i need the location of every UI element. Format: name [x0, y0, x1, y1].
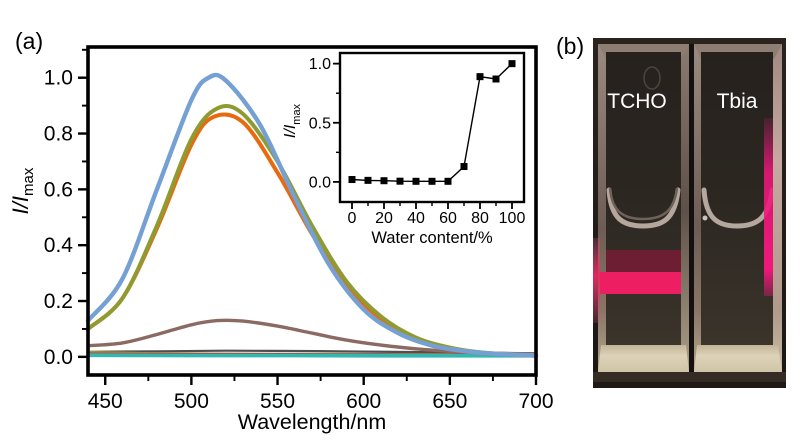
inset-data-point [348, 176, 356, 184]
inset-data-point [412, 177, 420, 185]
inset-data-point [460, 163, 468, 171]
laser-glow-left-edge [593, 238, 600, 323]
main-y-axis-title: I/Imax [8, 167, 37, 214]
glass-smudge [643, 66, 661, 90]
y-tick-label: 0.0 [44, 346, 73, 369]
inset-data-point [364, 176, 372, 184]
x-tick-label: 80 [471, 210, 489, 227]
inset-chart: 0 20 40 60 80 100 0.0 0.5 1.0 Water content/% I/Im… [282, 51, 526, 247]
glass-wall-left [598, 44, 607, 378]
cuvette-label-tcho: TCHO [607, 90, 667, 113]
inset-y-axis-title: I/Imax [282, 103, 303, 138]
glass-wall-right [680, 44, 689, 378]
y-tick-label: 0.2 [44, 290, 73, 313]
x-tick-label: 700 [518, 390, 553, 413]
inset-data-point [428, 177, 436, 185]
x-tick-label: 500 [174, 390, 209, 413]
x-tick-label: 0 [348, 210, 357, 227]
x-tick-label: 100 [499, 210, 526, 227]
curve-curve-blue [85, 72, 539, 358]
cuvette-tbia [694, 44, 782, 378]
y-tick-label: 0.6 [44, 178, 73, 201]
x-tick-label: 40 [407, 210, 425, 227]
laser-edge-band [764, 118, 773, 296]
y-tick-label: 0.4 [44, 234, 74, 257]
panel-a-label: (a) [15, 28, 44, 54]
inset-data-point [476, 73, 484, 81]
x-tick-label: 650 [432, 390, 467, 413]
air-bubble [702, 215, 708, 221]
main-x-axis-title: Wavelength/nm [238, 410, 387, 434]
cuvette-gap [689, 44, 694, 378]
inset-x-axis-title: Water content/% [371, 229, 493, 247]
cuvette-interior [606, 52, 681, 345]
photo-bottom-strip [593, 372, 786, 382]
cuvette-base [694, 345, 782, 372]
inset-data-point [492, 75, 500, 83]
inset-data-point [508, 60, 516, 68]
y-tick-label: 1.0 [44, 67, 73, 90]
cuvette-base [598, 345, 689, 372]
panel-b-label: (b) [556, 33, 585, 59]
glass-wall-left [694, 44, 702, 378]
inset-ticks: 0 20 40 60 80 100 0.0 0.5 1.0 [309, 56, 526, 227]
x-tick-label: 60 [439, 210, 457, 227]
cuvette-tcho [598, 44, 689, 378]
x-tick-label: 20 [375, 210, 393, 227]
curve-water-content-titration [351, 62, 513, 182]
panel-b-cuvette-photo: TCHO Tbia [593, 38, 786, 388]
y-tick-label: 0.0 [309, 174, 331, 191]
x-tick-label: 550 [260, 390, 295, 413]
x-tick-label: 600 [346, 390, 381, 413]
photo-bottom-edge [593, 382, 786, 388]
y-tick-label: 0.5 [309, 115, 331, 132]
laser-beam-band [600, 272, 681, 294]
curve-curve-brown [86, 318, 538, 356]
glass-wall-right [773, 44, 782, 378]
inset-data-point [396, 177, 404, 185]
meniscus-shadow [608, 187, 679, 221]
y-tick-label: 1.0 [309, 56, 331, 73]
dim-red-band [606, 250, 681, 273]
cuvette-interior [701, 52, 773, 345]
main-axes-frame [86, 45, 538, 377]
y-tick-label: 0.8 [44, 123, 73, 146]
x-tick-label: 450 [88, 390, 123, 413]
inset-data-point [444, 177, 452, 185]
main-chart: 450 500 550 600 650 7000.00.20.40.60.81.0Wave… [8, 45, 554, 434]
inset-data-point [380, 177, 388, 185]
curve-flat-teal [86, 353, 538, 358]
meniscus [606, 187, 681, 229]
cuvette-label-tbia: Tbia [717, 90, 758, 113]
